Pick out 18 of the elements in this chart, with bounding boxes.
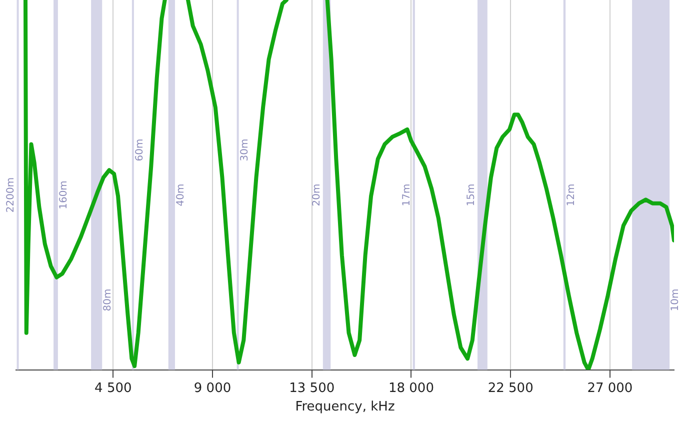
band-label: 15m: [466, 184, 478, 206]
band-label: 12m: [566, 184, 578, 206]
x-tick-label: 4 500: [94, 380, 132, 396]
x-tick-label: 18 000: [388, 380, 434, 396]
band-label: 2200m: [5, 177, 16, 213]
band-label: 60m: [134, 138, 146, 162]
band-label: 17m: [401, 184, 412, 206]
x-tick-label: 27 000: [587, 380, 633, 396]
band-label: 80m: [102, 288, 114, 312]
x-axis-title: Frequency, kHz: [295, 400, 395, 415]
band-label: 10m: [670, 288, 682, 312]
band-label: 160m: [58, 180, 70, 210]
band-label: 20m: [312, 184, 323, 206]
band-label: 30m: [239, 138, 250, 162]
band-label: 40m: [176, 184, 187, 206]
x-tick-label: 9 000: [194, 380, 232, 396]
x-tick-label: 22 500: [488, 380, 534, 396]
x-tick-label: 13 500: [289, 380, 335, 396]
